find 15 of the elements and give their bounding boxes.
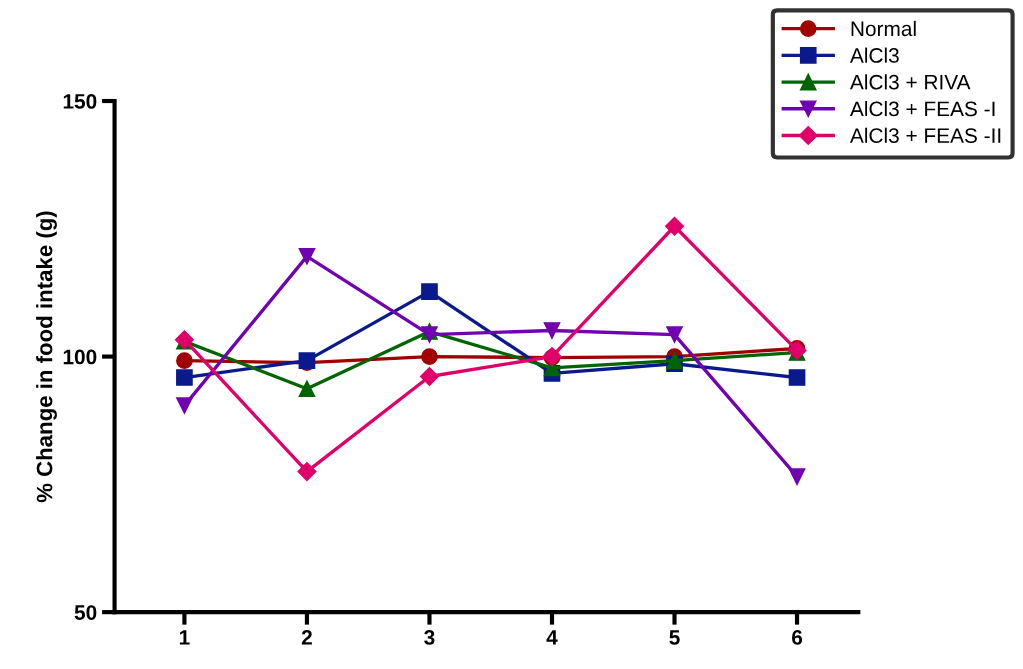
y-tick-label: 100 <box>63 349 97 365</box>
x-tick-label: 2 <box>301 630 312 645</box>
legend-label: AlCl3 + RIVA <box>849 74 971 90</box>
y-tick-label: 50 <box>74 605 97 620</box>
x-tick-label: 5 <box>669 630 680 645</box>
x-tick-label: 6 <box>792 630 803 645</box>
legend-label: AlCl3 <box>849 47 899 63</box>
legend-label: AlCl3 + FEAS -I <box>849 100 995 117</box>
legend-label: AlCl3 + FEAS -II <box>849 127 1001 143</box>
x-tick-label: 4 <box>546 630 558 645</box>
legend-label: Normal <box>851 20 916 37</box>
y-tick-label: 150 <box>63 94 97 109</box>
y-axis-title: % Change in food intake (g) <box>36 211 57 503</box>
x-tick-label: 3 <box>424 630 435 645</box>
x-tick-label: 1 <box>179 630 190 645</box>
